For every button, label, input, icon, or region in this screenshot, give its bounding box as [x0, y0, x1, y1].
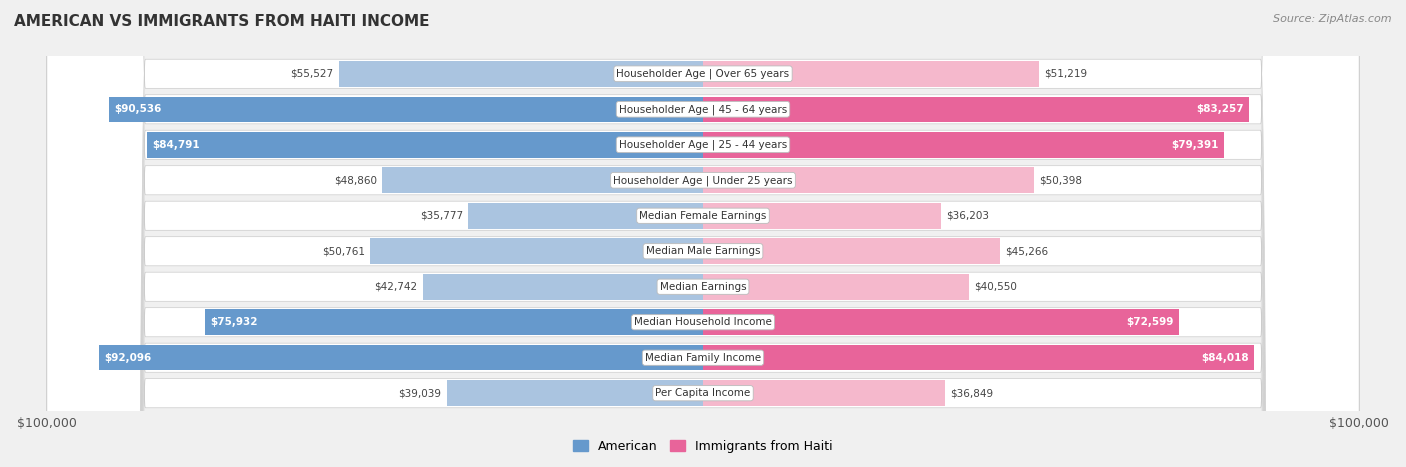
Legend: American, Immigrants from Haiti: American, Immigrants from Haiti — [568, 435, 838, 458]
Bar — [703, 345, 1254, 370]
Text: $72,599: $72,599 — [1126, 317, 1174, 327]
Text: $50,761: $50,761 — [322, 246, 364, 256]
Text: Householder Age | Over 65 years: Householder Age | Over 65 years — [616, 69, 790, 79]
FancyBboxPatch shape — [46, 0, 1360, 467]
Bar — [370, 239, 703, 264]
Text: Median Family Income: Median Family Income — [645, 353, 761, 363]
Text: $75,932: $75,932 — [209, 317, 257, 327]
Text: Householder Age | Under 25 years: Householder Age | Under 25 years — [613, 175, 793, 185]
Bar — [703, 132, 1223, 157]
Text: $55,527: $55,527 — [290, 69, 333, 79]
FancyBboxPatch shape — [46, 0, 1360, 467]
Text: $92,096: $92,096 — [104, 353, 152, 363]
Bar — [703, 97, 1250, 122]
Text: AMERICAN VS IMMIGRANTS FROM HAITI INCOME: AMERICAN VS IMMIGRANTS FROM HAITI INCOME — [14, 14, 430, 29]
Bar — [703, 381, 945, 406]
Text: $35,777: $35,777 — [420, 211, 463, 221]
Bar — [108, 97, 703, 122]
FancyBboxPatch shape — [46, 0, 1360, 467]
FancyBboxPatch shape — [46, 0, 1360, 467]
Text: $39,039: $39,039 — [399, 388, 441, 398]
Text: $40,550: $40,550 — [974, 282, 1017, 292]
Text: Householder Age | 25 - 44 years: Householder Age | 25 - 44 years — [619, 140, 787, 150]
Text: $42,742: $42,742 — [374, 282, 418, 292]
Text: $48,860: $48,860 — [335, 175, 377, 185]
Text: Per Capita Income: Per Capita Income — [655, 388, 751, 398]
Text: $51,219: $51,219 — [1045, 69, 1087, 79]
FancyBboxPatch shape — [46, 0, 1360, 467]
FancyBboxPatch shape — [46, 0, 1360, 467]
Text: Median Female Earnings: Median Female Earnings — [640, 211, 766, 221]
FancyBboxPatch shape — [46, 0, 1360, 467]
Text: $79,391: $79,391 — [1171, 140, 1219, 150]
Bar — [447, 381, 703, 406]
Bar — [205, 310, 703, 335]
Text: $50,398: $50,398 — [1039, 175, 1083, 185]
Bar — [703, 168, 1033, 193]
Text: $84,018: $84,018 — [1201, 353, 1249, 363]
Text: Source: ZipAtlas.com: Source: ZipAtlas.com — [1274, 14, 1392, 24]
Text: $36,203: $36,203 — [946, 211, 988, 221]
Text: Median Household Income: Median Household Income — [634, 317, 772, 327]
Bar — [703, 61, 1039, 86]
Bar — [703, 310, 1180, 335]
Text: $36,849: $36,849 — [950, 388, 993, 398]
Bar — [382, 168, 703, 193]
FancyBboxPatch shape — [46, 0, 1360, 467]
Bar — [146, 132, 703, 157]
Text: $84,791: $84,791 — [152, 140, 200, 150]
Bar — [468, 203, 703, 228]
Text: Median Male Earnings: Median Male Earnings — [645, 246, 761, 256]
Text: Householder Age | 45 - 64 years: Householder Age | 45 - 64 years — [619, 104, 787, 114]
Bar — [703, 274, 969, 299]
Bar — [423, 274, 703, 299]
Bar — [339, 61, 703, 86]
Text: $45,266: $45,266 — [1005, 246, 1049, 256]
Bar — [703, 239, 1000, 264]
Bar — [703, 203, 941, 228]
Text: $83,257: $83,257 — [1197, 104, 1244, 114]
Bar — [98, 345, 703, 370]
FancyBboxPatch shape — [46, 0, 1360, 467]
Text: Median Earnings: Median Earnings — [659, 282, 747, 292]
FancyBboxPatch shape — [46, 0, 1360, 467]
Text: $90,536: $90,536 — [114, 104, 162, 114]
